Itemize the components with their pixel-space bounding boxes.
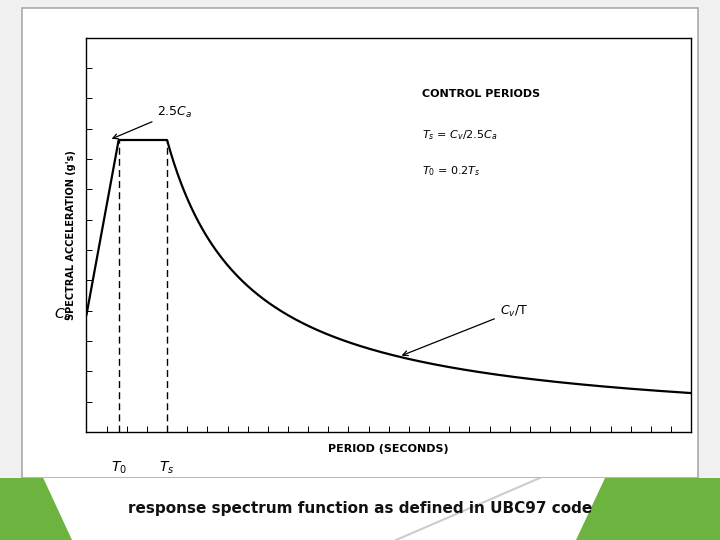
Text: response spectrum function as defined in UBC97 code: response spectrum function as defined in… — [128, 502, 592, 516]
Polygon shape — [0, 478, 72, 540]
Polygon shape — [576, 478, 720, 540]
X-axis label: PERIOD (SECONDS): PERIOD (SECONDS) — [328, 444, 449, 454]
Text: $T_s$: $T_s$ — [159, 460, 175, 476]
Text: $C_a$: $C_a$ — [54, 307, 71, 323]
Text: $C_v$/T: $C_v$/T — [402, 303, 528, 356]
Text: 2.5$C_a$: 2.5$C_a$ — [113, 104, 193, 139]
Y-axis label: SPECTRAL ACCELERATION (g's): SPECTRAL ACCELERATION (g's) — [66, 150, 76, 320]
Text: $T_s$ = $C_v$/2.5$C_a$: $T_s$ = $C_v$/2.5$C_a$ — [422, 129, 498, 142]
Text: $T_0$: $T_0$ — [111, 460, 127, 476]
Text: $T_0$ = 0.2$T_s$: $T_0$ = 0.2$T_s$ — [422, 164, 480, 178]
Text: CONTROL PERIODS: CONTROL PERIODS — [422, 89, 540, 99]
